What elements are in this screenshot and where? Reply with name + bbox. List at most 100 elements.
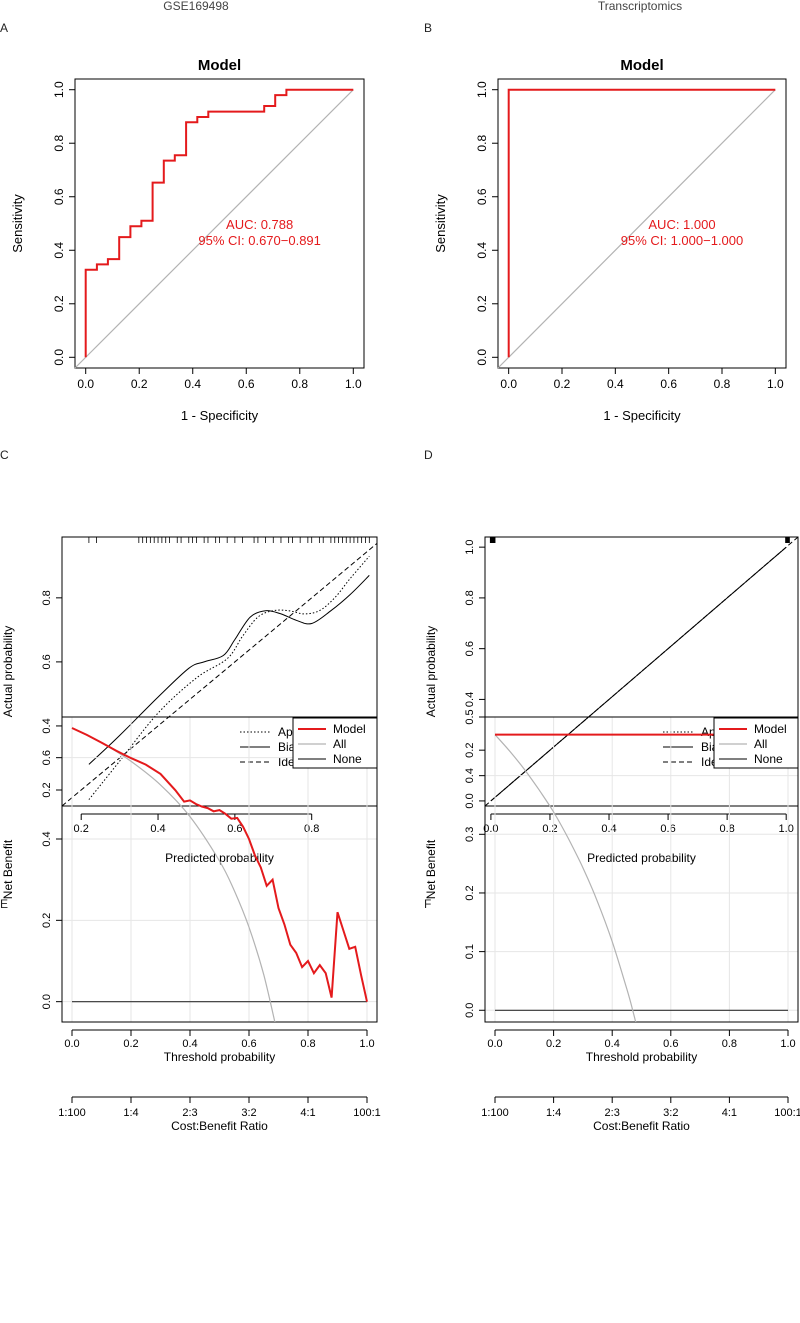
y-tick-label-b: 0.0 [475, 349, 489, 366]
y-tick-label-c: 0.2 [41, 782, 53, 797]
secondary-axis-title-f: Cost:Benefit Ratio [593, 1119, 690, 1133]
x-tick-label-a: 1.0 [345, 377, 362, 391]
x-tick-label-a: 0.4 [184, 377, 201, 391]
y-tick-label-e: 0.0 [41, 994, 53, 1009]
x-tick-label-f: 0.8 [722, 1038, 737, 1050]
all-curve-f [494, 734, 637, 1022]
secondary-tick-label-f: 1:4 [546, 1107, 561, 1119]
x-tick-label-f: 0.6 [663, 1038, 678, 1050]
x-tick-label-a: 0.2 [131, 377, 148, 391]
y-tick-label-a: 0.2 [52, 295, 66, 312]
x-tick-label-a: 0.6 [238, 377, 255, 391]
y-tick-label-f: 0.3 [464, 827, 476, 842]
x-tick-label-d: 0.0 [483, 823, 498, 835]
calibration-chart-d: 0.0 0.2 0.4 0.6 0.8 1.0 0.0 0.2 0.4 0.6 0.8 1.0 Pred… [424, 536, 799, 865]
y-tick-label-b: 0.6 [475, 188, 489, 205]
roc-curve-b [507, 88, 776, 358]
y-tick-label-d: 1.0 [464, 540, 476, 555]
chart-title-b: Model [620, 57, 663, 74]
legend-label-e: None [333, 752, 362, 766]
secondary-tick-label-f: 2:3 [605, 1107, 620, 1119]
x-tick-label-b: 0.6 [660, 377, 677, 391]
bias-corrected-curve-d [490, 546, 787, 802]
x-tick-label-f: 0.4 [605, 1038, 620, 1050]
y-tick-label-d: 0.0 [464, 793, 476, 808]
secondary-tick-label-e: 3:2 [241, 1107, 256, 1119]
auc-label-a: AUC: 0.788 [226, 217, 293, 232]
panel-label-c: C [0, 448, 9, 462]
y-axis-title-d: Actual probability [424, 626, 438, 717]
y-tick-label-f: 0.1 [464, 944, 476, 959]
y-tick-label-f: 0.4 [464, 768, 476, 783]
calibration-chart-c: 0.2 0.4 0.6 0.8 0.2 0.4 0.6 0.8 Predicted probab… [1, 536, 378, 865]
auc-label-b: AUC: 1.000 [648, 217, 715, 232]
dca-chart-e: 0.0 0.2 0.4 0.6 0.8 1.00.00.20.40.6Threshold … [1, 716, 381, 1133]
x-tick-label-e: 0.6 [241, 1038, 256, 1050]
x-tick-label-e: 0.0 [64, 1038, 79, 1050]
secondary-tick-label-e: 2:3 [182, 1107, 197, 1119]
x-tick-label-d: 0.8 [719, 823, 734, 835]
x-tick-label-b: 0.4 [607, 377, 624, 391]
secondary-tick-label-f: 100:1 [774, 1107, 800, 1119]
panel-label-d: D [424, 448, 433, 462]
secondary-tick-label-f: 1:100 [481, 1107, 509, 1119]
panel-label-f: F [424, 897, 431, 911]
x-tick-label-e: 0.2 [123, 1038, 138, 1050]
x-tick-label-d: 0.6 [660, 823, 675, 835]
y-tick-label-d: 0.8 [464, 590, 476, 605]
x-axis-title-e: Threshold probability [164, 1050, 275, 1064]
legend-label-f: None [754, 752, 783, 766]
dca-chart-f: 0.0 0.2 0.4 0.6 0.8 1.0 0.0 0.1 0.2 0.3 0.4 0.5 Thre… [424, 709, 800, 1133]
x-tick-label-b: 0.8 [714, 377, 731, 391]
legend-label-e: Model [333, 722, 366, 736]
y-tick-label-f: 0.2 [464, 885, 476, 900]
x-tick-label-c: 0.8 [304, 823, 319, 835]
x-tick-label-f: 0.2 [546, 1038, 561, 1050]
y-tick-label-f: 0.5 [464, 709, 476, 724]
all-curve-e [71, 727, 276, 1022]
secondary-tick-label-e: 1:100 [58, 1107, 86, 1119]
reference-diagonal-a [74, 89, 354, 369]
y-tick-label-d: 0.2 [464, 743, 476, 758]
x-tick-label-e: 0.8 [300, 1038, 315, 1050]
ci-label-a: 95% CI: 0.670−0.891 [198, 233, 321, 248]
y-tick-label-a: 0.8 [52, 135, 66, 152]
model-curve-e [71, 727, 368, 1002]
secondary-axis-title-e: Cost:Benefit Ratio [171, 1119, 268, 1133]
legend-box-f [713, 717, 799, 769]
x-axis-title-a: 1 - Specificity [181, 408, 259, 423]
x-axis-title-c: Predicted probability [165, 851, 274, 865]
panel-label-e: E [0, 897, 8, 911]
x-tick-label-d: 0.2 [542, 823, 557, 835]
roc-curve-a [84, 88, 354, 358]
apparent-curve-c [88, 555, 370, 800]
y-tick-label-a: 1.0 [52, 81, 66, 98]
secondary-tick-label-f: 3:2 [663, 1107, 678, 1119]
y-tick-label-d: 0.4 [464, 692, 476, 707]
x-tick-label-c: 0.4 [150, 823, 165, 835]
secondary-tick-label-e: 100:1 [353, 1107, 381, 1119]
panel-label-b: B [424, 21, 432, 35]
y-axis-title-b: Sensitivity [433, 194, 448, 253]
x-tick-label-e: 1.0 [359, 1038, 374, 1050]
column-title-right: Transcriptomics [598, 0, 682, 13]
legend-label-f: All [754, 737, 767, 751]
x-tick-label-d: 0.4 [601, 823, 616, 835]
x-tick-label-a: 0.0 [77, 377, 94, 391]
column-title-left: GSE169498 [163, 0, 229, 13]
y-axis-title-c: Actual probability [1, 626, 15, 717]
x-tick-label-d: 1.0 [779, 823, 794, 835]
x-axis-title-d: Predicted probability [587, 851, 696, 865]
legend-label-f: Model [754, 722, 787, 736]
y-axis-title-e: Net Benefit [1, 839, 15, 899]
y-tick-label-f: 0.0 [464, 1003, 476, 1018]
secondary-tick-label-e: 4:1 [300, 1107, 315, 1119]
x-tick-label-f: 1.0 [780, 1038, 795, 1050]
roc-chart-a: Model 0.0 0.2 0.4 0.6 0.8 1.0 0.0 0.2 0.4 0.6 0.8 1.… [10, 57, 365, 423]
x-tick-label-a: 0.8 [291, 377, 308, 391]
y-tick-label-b: 1.0 [475, 81, 489, 98]
legend-label-e: All [333, 737, 346, 751]
x-tick-label-e: 0.4 [182, 1038, 197, 1050]
y-tick-label-b: 0.8 [475, 135, 489, 152]
